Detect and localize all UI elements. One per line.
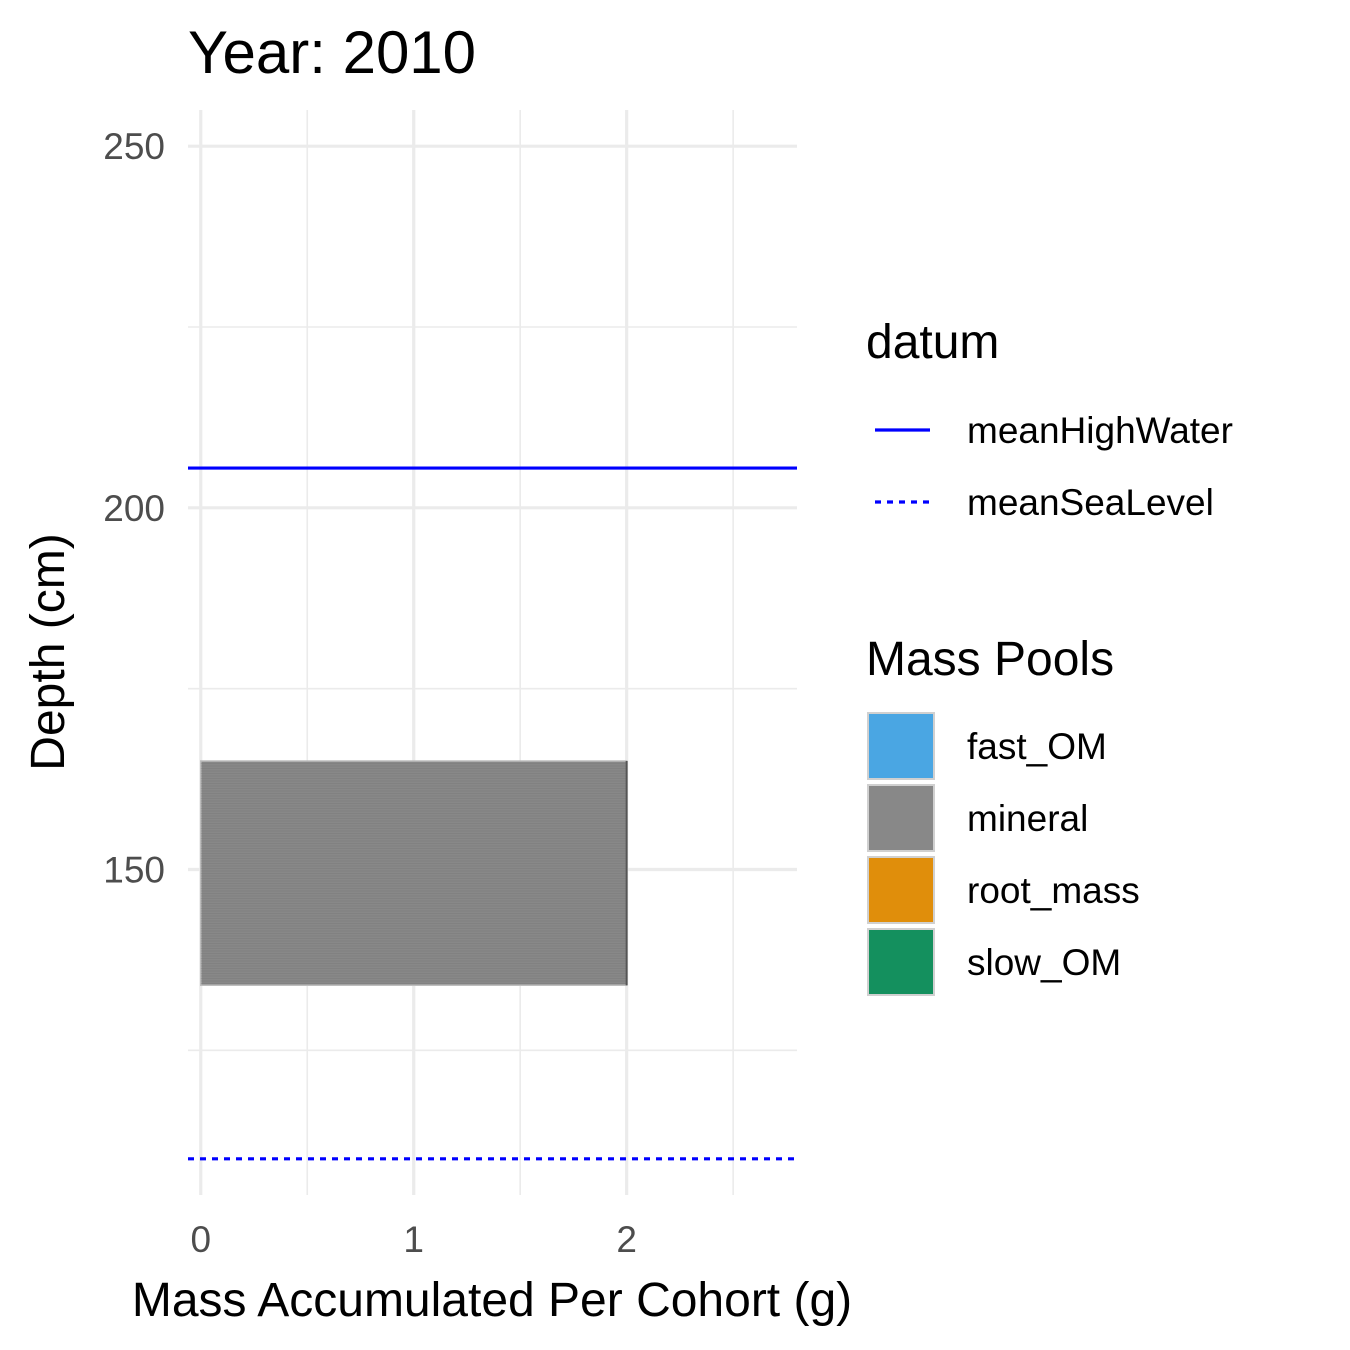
legend-datum-title: datum [866, 316, 999, 369]
y-tick-labels: 150 200 250 [103, 126, 165, 890]
x-tick-label: 2 [616, 1219, 637, 1260]
legend-label-fast_OM: fast_OM [967, 726, 1107, 767]
legend-mass-pools-title: Mass Pools [866, 633, 1114, 686]
legend-label-root_mass: root_mass [967, 870, 1140, 911]
chart-title: Year: 2010 [188, 19, 476, 86]
x-axis-title: Mass Accumulated Per Cohort (g) [132, 1274, 852, 1327]
x-tick-label: 1 [403, 1219, 424, 1260]
legend-label-meanSeaLevel: meanSeaLevel [967, 482, 1214, 523]
bar-mineral-rect [200, 760, 628, 986]
grid [188, 110, 797, 1195]
legend-key-mineral [867, 784, 935, 852]
legend-key-root_mass [867, 856, 935, 924]
legend-label-mineral: mineral [967, 798, 1088, 839]
legend-label-meanHighWater: meanHighWater [967, 410, 1233, 451]
bar-mineral-cohort-lines [200, 763, 627, 984]
y-tick-label: 250 [103, 126, 165, 167]
legend-key-slow_OM [867, 928, 935, 996]
x-tick-label: 0 [190, 1219, 211, 1260]
legend-label-slow_OM: slow_OM [967, 942, 1121, 983]
legend-key-fast_OM [867, 712, 935, 780]
y-tick-label: 150 [103, 850, 165, 891]
y-tick-label: 200 [103, 488, 165, 529]
legend-datum: datum meanHighWater meanSeaLevel [866, 316, 1233, 523]
bars [200, 760, 628, 986]
bar-mineral [200, 760, 628, 986]
reference-lines [188, 466, 797, 1161]
x-tick-labels: 0 1 2 [190, 1219, 636, 1260]
y-axis-title: Depth (cm) [22, 533, 75, 770]
